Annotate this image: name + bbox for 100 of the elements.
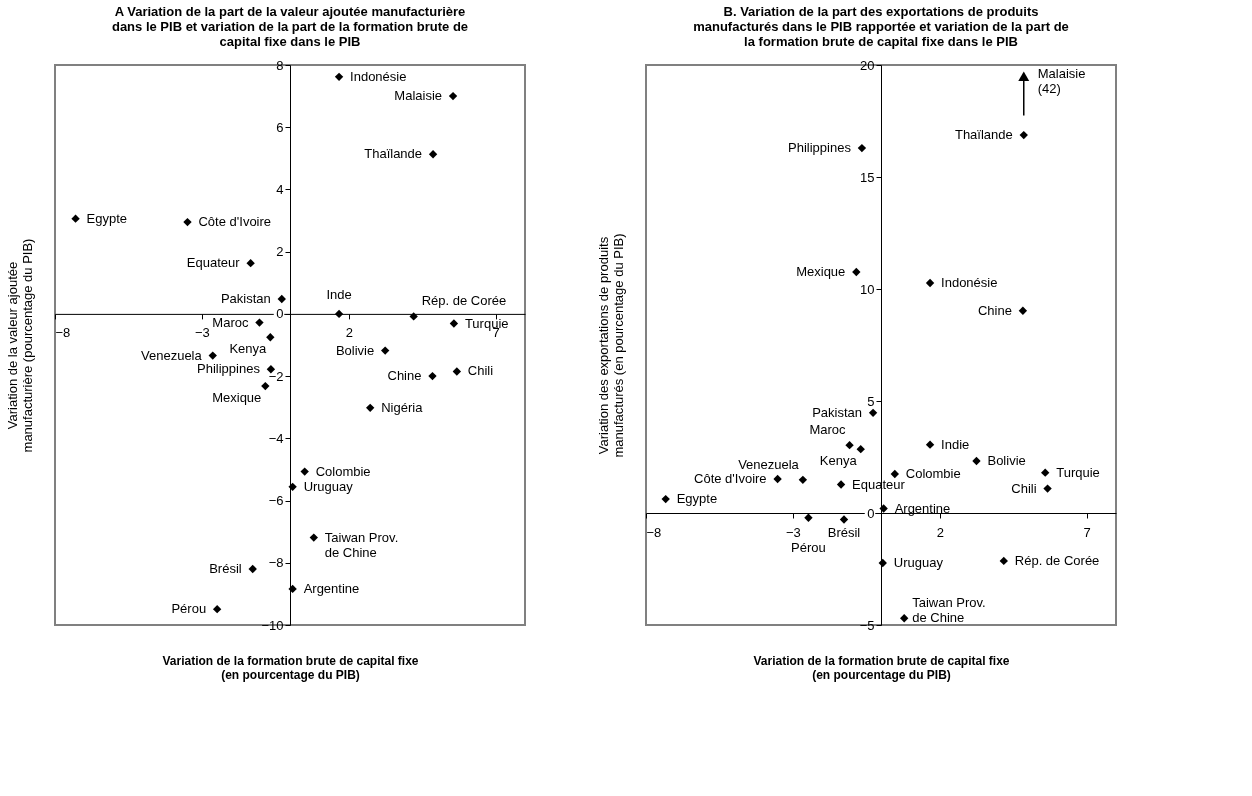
annotation: Egypte xyxy=(86,210,128,226)
point xyxy=(1041,468,1050,477)
y-tick-label: 2 xyxy=(276,244,284,260)
point xyxy=(836,480,846,489)
y-tick-label: 5 xyxy=(867,393,875,409)
point xyxy=(71,214,80,223)
annotation: Malaisie (42) xyxy=(1037,66,1086,97)
annotation: Pakistan xyxy=(220,290,271,306)
point xyxy=(856,444,865,454)
annotation: Thaïlande xyxy=(954,127,1013,143)
point xyxy=(428,371,437,381)
x-axis-title: Variation de la formation brute de capital fixe (en pourcentage du PIB) xyxy=(753,653,1010,682)
annotation: Venezuela xyxy=(738,456,800,472)
x-tick-label: −8 xyxy=(55,325,71,341)
annotation: Pérou xyxy=(171,601,207,617)
annotation: Rép. de Corée xyxy=(421,293,507,309)
annotation: Chine xyxy=(387,368,422,384)
x-tick-label: 7 xyxy=(1083,524,1091,540)
chart-title: A Variation de la part de la valeur ajoutée manufacturière dans le PIB et variation de la part de la formation brute de capital fixe dans le PIB xyxy=(111,4,469,49)
point xyxy=(1043,484,1052,493)
annotation: Brésil xyxy=(827,525,861,541)
annotation: Inde xyxy=(326,286,352,302)
point xyxy=(334,72,344,82)
y-tick-label: 0 xyxy=(867,505,875,521)
x-tick-label: −3 xyxy=(785,524,801,540)
annotation: Kenya xyxy=(229,341,268,357)
y-tick-label: −2 xyxy=(268,368,284,384)
point xyxy=(409,312,418,321)
point xyxy=(857,143,867,153)
point xyxy=(925,440,935,449)
point xyxy=(309,533,318,542)
y-tick-label: 15 xyxy=(860,169,875,185)
annotation: Taiwan Prov. de Chine xyxy=(912,595,986,626)
annotation: Mexique xyxy=(796,263,846,279)
annotation: Colombie xyxy=(905,466,961,482)
annotation: Côte d'Ivoire xyxy=(694,470,767,486)
x-axis-title: Variation de la formation brute de capital fixe (en pourcentage du PIB) xyxy=(162,653,419,682)
point xyxy=(890,469,899,479)
annotation: Turquie xyxy=(1056,464,1100,480)
y-tick-label: 4 xyxy=(276,181,284,197)
y-tick-label: −10 xyxy=(261,617,284,633)
annotation: Uruguay xyxy=(303,478,354,494)
point xyxy=(661,494,670,504)
y-tick-label: 10 xyxy=(860,281,875,297)
point xyxy=(277,294,286,304)
point xyxy=(773,474,782,484)
y-tick-label: 0 xyxy=(276,306,284,322)
annotation: Uruguay xyxy=(893,554,944,570)
point xyxy=(266,333,275,342)
y-tick-label: −6 xyxy=(268,493,284,509)
y-tick-label: −8 xyxy=(268,555,284,571)
point xyxy=(261,381,270,391)
annotation: Maroc xyxy=(809,422,847,438)
annotation: Indonésie xyxy=(350,68,407,84)
x-tick-label: −3 xyxy=(194,325,210,341)
y-tick-label: 20 xyxy=(860,57,875,73)
point xyxy=(1018,306,1028,315)
point xyxy=(798,475,808,485)
point xyxy=(900,614,909,623)
point xyxy=(248,564,257,574)
annotation: Chili xyxy=(1011,480,1037,496)
point xyxy=(255,318,264,327)
point xyxy=(212,604,222,614)
annotation: Nigéria xyxy=(381,399,424,415)
annotation: Pérou xyxy=(791,539,826,555)
point xyxy=(183,217,192,227)
annotation: Egypte xyxy=(676,491,718,507)
y-tick-label: 6 xyxy=(276,119,284,135)
point xyxy=(1019,130,1028,140)
annotation: Philippines xyxy=(197,361,261,377)
point xyxy=(925,278,935,288)
point xyxy=(366,403,375,413)
point xyxy=(839,515,849,524)
point xyxy=(879,504,888,513)
y-axis-title: Variation des exportations de produits manufacturés (en pourcentage du PIB) xyxy=(595,233,626,458)
point xyxy=(999,556,1008,566)
annotation: Philippines xyxy=(788,140,852,156)
annotation: Bolivie xyxy=(987,453,1026,469)
point xyxy=(334,309,344,319)
annotation: Malaisie xyxy=(394,88,443,104)
annotation: Mexique xyxy=(212,390,262,406)
y-tick-label: −5 xyxy=(859,617,875,633)
x-tick-label: 2 xyxy=(936,524,944,540)
annotation: Thaïlande xyxy=(364,146,423,162)
annotation: Bolivie xyxy=(335,342,375,358)
point xyxy=(972,456,981,466)
annotation: Colombie xyxy=(315,463,371,479)
annotation: Argentine xyxy=(303,580,360,596)
point xyxy=(300,467,309,476)
y-axis-title: Variation de la valeur ajoutée manufacturière (pourcentage du PIB) xyxy=(4,238,35,453)
x-tick-label: −8 xyxy=(646,524,662,540)
annotation: Brésil xyxy=(209,561,242,576)
point xyxy=(449,319,459,328)
annotation: Maroc xyxy=(212,314,249,330)
point xyxy=(452,367,462,376)
annotation: Taiwan Prov. de Chine xyxy=(324,529,399,560)
point xyxy=(428,150,438,159)
point xyxy=(380,346,390,355)
point xyxy=(845,440,854,450)
annotation: Kenya xyxy=(819,453,858,469)
